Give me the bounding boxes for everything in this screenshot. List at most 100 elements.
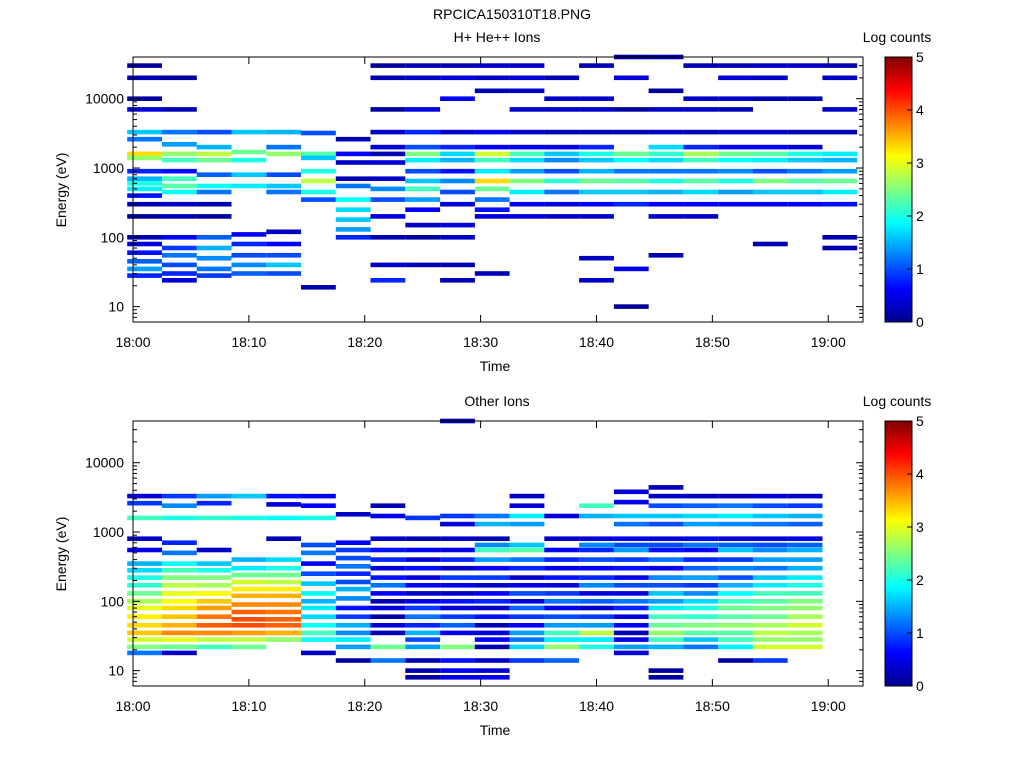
- heatmap-cell: [648, 144, 684, 150]
- heatmap-cell: [683, 157, 719, 163]
- heatmap-cell: [509, 591, 545, 596]
- heatmap-cell: [231, 253, 267, 258]
- heatmap-cell: [440, 96, 475, 101]
- heatmap-cell: [718, 605, 753, 611]
- heatmap-cell: [370, 503, 406, 508]
- heatmap-cell: [718, 75, 753, 81]
- heatmap-cell: [335, 227, 371, 232]
- heatmap-cell: [544, 623, 580, 628]
- heatmap-cell: [579, 605, 614, 611]
- heatmap-cell: [787, 513, 823, 519]
- heatmap-cell: [162, 583, 197, 588]
- heatmap-cell: [231, 262, 267, 268]
- heatmap-cell: [822, 201, 858, 207]
- heatmap-cell: [405, 235, 441, 240]
- heatmap-cell: [231, 593, 267, 599]
- heatmap-cell: [579, 144, 614, 150]
- heatmap-cell: [683, 547, 719, 553]
- heatmap-cell: [405, 668, 441, 673]
- heatmap-cell: [127, 547, 162, 553]
- heatmap-cell: [683, 542, 719, 548]
- heatmap-cell: [301, 591, 336, 596]
- heatmap-cell: [579, 278, 614, 283]
- heatmap-cell: [648, 503, 684, 508]
- heatmap-cell: [266, 151, 302, 157]
- heatmap-cell: [196, 266, 232, 272]
- heatmap-cell: [822, 129, 858, 135]
- heatmap-cell: [301, 614, 336, 619]
- heatmap-cell: [231, 149, 267, 155]
- colorbar-tick-label: 4: [916, 102, 924, 118]
- heatmap-cell: [162, 644, 197, 650]
- heatmap-cell: [370, 144, 406, 150]
- heatmap-cell: [648, 583, 684, 588]
- heatmap-cell: [266, 623, 302, 628]
- heatmap-cell: [787, 189, 823, 195]
- heatmap-cell: [405, 151, 441, 157]
- heatmap-cell: [579, 557, 614, 562]
- heatmap-cell: [648, 565, 684, 571]
- heatmap-cell: [266, 609, 302, 615]
- heatmap-cell: [266, 557, 302, 562]
- heatmap-cell: [752, 157, 788, 163]
- heatmap-cell: [544, 144, 580, 150]
- heatmap-cell: [474, 675, 510, 680]
- heatmap-cell: [127, 214, 162, 219]
- heatmap-cell: [509, 575, 545, 580]
- heatmap-cell: [718, 144, 753, 150]
- heatmap-cell: [196, 547, 232, 553]
- heatmap-cell: [787, 565, 823, 571]
- heatmap-cell: [301, 503, 336, 508]
- heatmap-cell: [822, 107, 858, 112]
- heatmap-cell: [440, 129, 475, 135]
- heatmap-cell: [579, 63, 614, 68]
- heatmap-cell: [405, 536, 441, 541]
- heatmap-cell: [405, 644, 441, 650]
- heatmap-cell: [196, 644, 232, 650]
- heatmap-cell: [127, 637, 162, 642]
- colorbar-tick-label: 2: [916, 208, 924, 224]
- heatmap-cell: [509, 151, 545, 157]
- heatmap-cell: [822, 178, 858, 184]
- heatmap-cell: [162, 271, 197, 276]
- heatmap-cell: [440, 547, 475, 553]
- heatmap-cell: [822, 63, 858, 68]
- heatmap-cell: [752, 599, 788, 604]
- heatmap-cell: [787, 96, 823, 101]
- heatmap-cell: [370, 605, 406, 611]
- heatmap-cell: [266, 515, 302, 521]
- x-tick-label: 18:30: [463, 334, 498, 350]
- heatmap-cell: [266, 229, 302, 235]
- heatmap-cell: [509, 599, 545, 604]
- heatmap-cell: [718, 493, 753, 499]
- heatmap-cell: [718, 637, 753, 642]
- heatmap-cell: [648, 157, 684, 163]
- heatmap-cell: [613, 521, 649, 527]
- heatmap-cell: [266, 172, 302, 177]
- heatmap-cell: [752, 630, 788, 636]
- heatmap-cell: [648, 189, 684, 195]
- heatmap-cell: [301, 155, 336, 161]
- heatmap-cell: [613, 513, 649, 519]
- heatmap-cell: [474, 168, 510, 174]
- heatmap-cell: [405, 630, 441, 636]
- heatmap-cell: [822, 235, 858, 240]
- heatmap-cell: [231, 637, 267, 642]
- heatmap-cell: [231, 609, 267, 615]
- heatmap-cell: [405, 197, 441, 202]
- heatmap-cell: [370, 599, 406, 604]
- heatmap-cell: [127, 650, 162, 656]
- heatmap-cell: [509, 157, 545, 163]
- heatmap-cell: [613, 178, 649, 184]
- colorbar-label: Log counts: [863, 393, 932, 409]
- heatmap-cell: [162, 599, 197, 604]
- heatmap-cell: [266, 502, 302, 507]
- heatmap-cell: [127, 536, 162, 541]
- heatmap-cell: [509, 63, 545, 68]
- heatmap-cell: [787, 575, 823, 580]
- heatmap-cell: [370, 176, 406, 181]
- heatmap-cell: [718, 591, 753, 596]
- heatmap-cell: [579, 614, 614, 619]
- heatmap-cell: [335, 637, 371, 642]
